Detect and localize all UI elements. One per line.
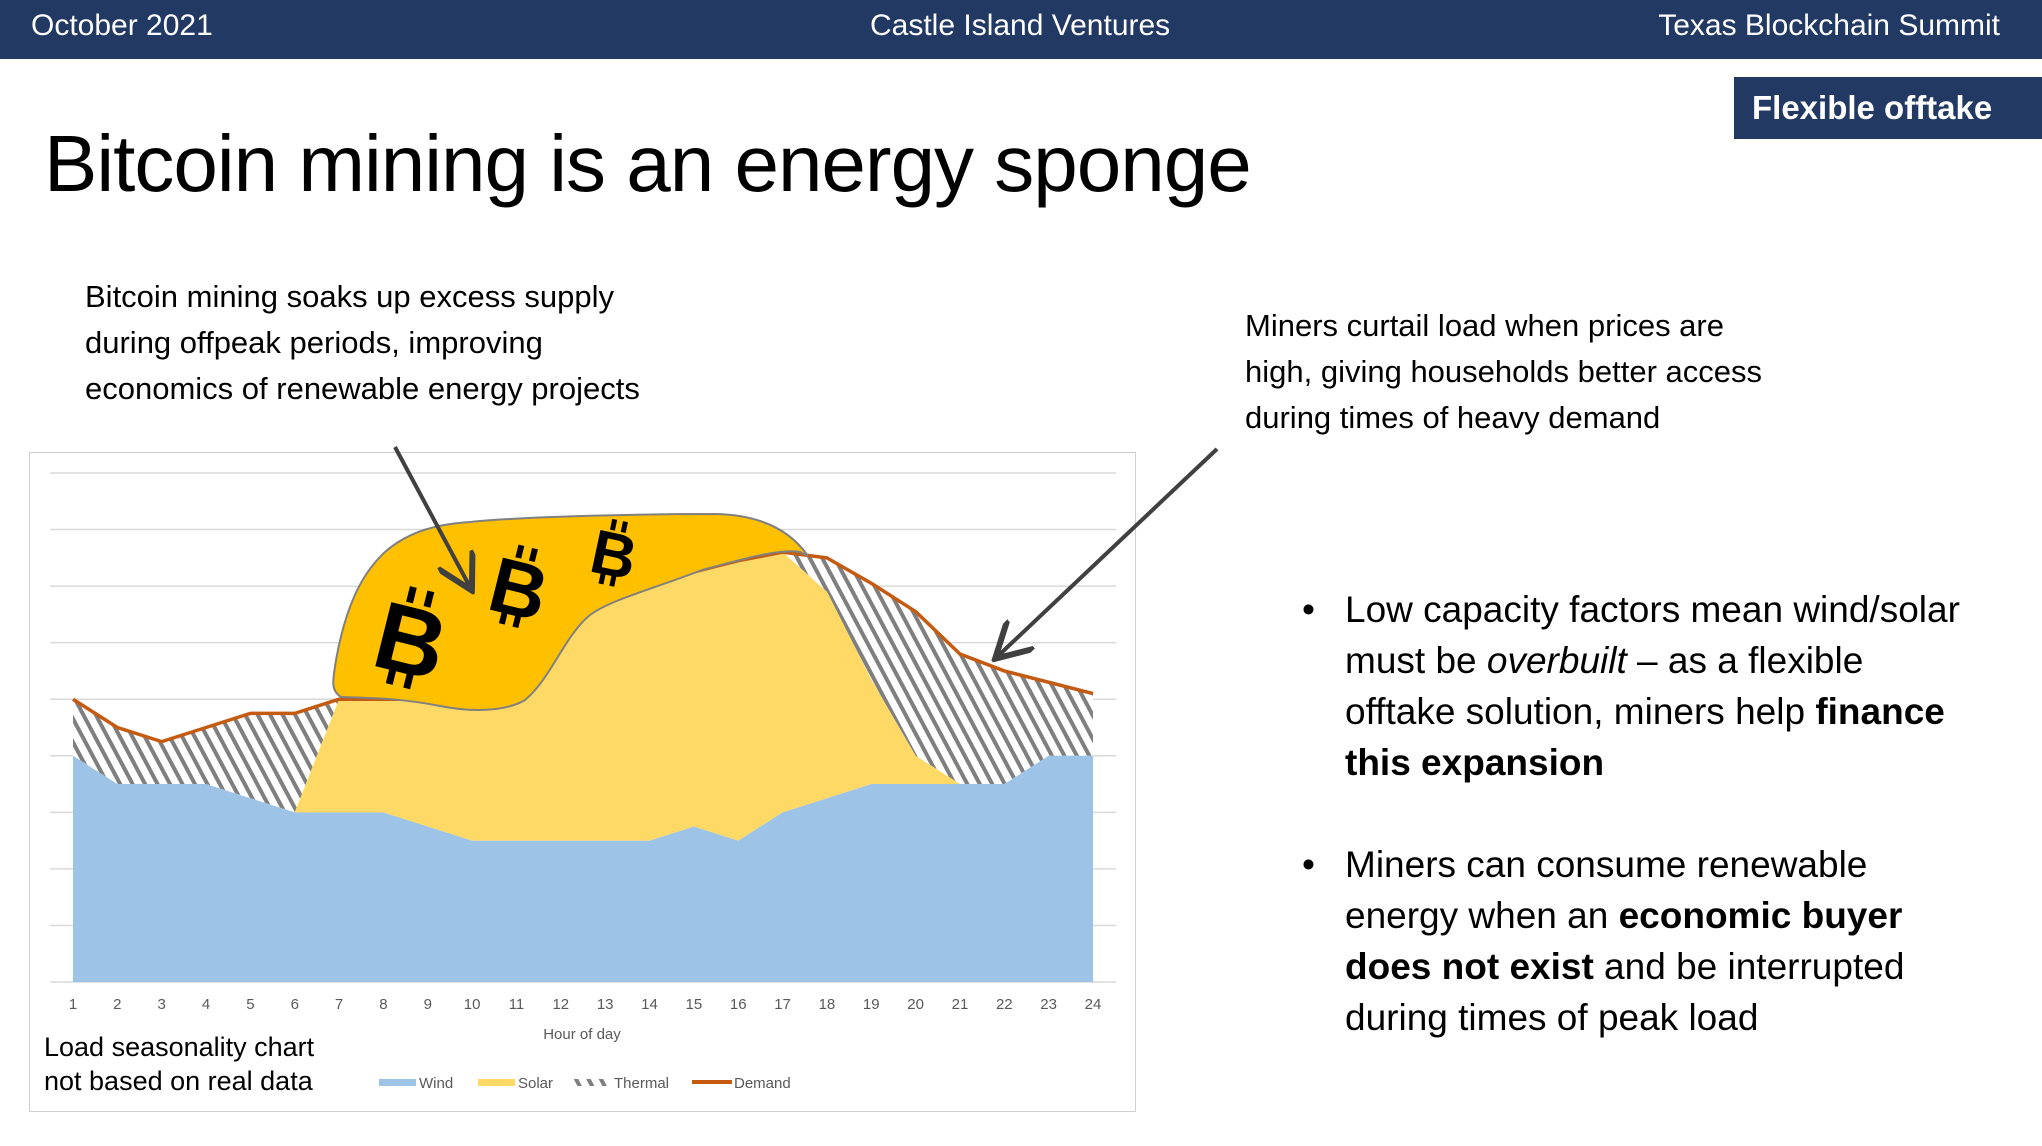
x-tick-label: 14 [641, 996, 658, 1013]
caption-line: not based on real data [44, 1066, 313, 1096]
bullet-bold: economic buyer does not exist [1345, 895, 1903, 987]
x-tick-label: 13 [597, 996, 614, 1013]
plot-areas [72, 550, 1094, 982]
legend: Wind Solar Thermal Demand [379, 1075, 791, 1092]
header-company: Castle Island Ventures [870, 9, 1171, 42]
legend-swatch-wind [379, 1079, 416, 1086]
x-tick-label: 8 [379, 996, 387, 1013]
header-date: October 2021 [31, 9, 213, 42]
bullet-text: – as a flexible offtake solution, miners… [1345, 640, 1864, 732]
chart-frame [29, 452, 1136, 1112]
x-tick-label: 1 [69, 996, 77, 1013]
right-annotation: Miners curtail load when prices are high… [1245, 308, 1762, 435]
x-tick-label: 15 [686, 996, 703, 1013]
header-bar: October 2021 Castle Island Ventures Texa… [0, 0, 2042, 59]
x-axis-label: Hour of day [543, 1026, 621, 1043]
x-tick-label: 12 [552, 996, 569, 1013]
bullet-list: • Low capacity factors mean wind/solar mu… [1302, 584, 1965, 1094]
x-tick-label: 4 [202, 996, 210, 1013]
x-tick-label: 21 [952, 996, 969, 1013]
x-tick-label: 17 [774, 996, 791, 1013]
solar-area [73, 552, 1093, 841]
thermal-area [73, 552, 1093, 813]
legend-swatch-thermal [574, 1079, 611, 1086]
caption-line: Load seasonality chart [44, 1032, 315, 1062]
x-tick-label: 5 [246, 996, 254, 1013]
x-tick-label: 18 [819, 996, 836, 1013]
x-tick-label: 19 [863, 996, 880, 1013]
x-tick-label: 10 [464, 996, 481, 1013]
bullet-bold: finance this expansion [1345, 691, 1945, 783]
header-event: Texas Blockchain Summit [1658, 9, 2000, 42]
bullet-icon: • [1302, 844, 1315, 885]
x-tick-label: 16 [730, 996, 747, 1013]
legend-label-thermal: Thermal [614, 1075, 669, 1092]
x-tick-label: 6 [291, 996, 299, 1013]
legend-label-demand: Demand [734, 1075, 791, 1092]
x-tick-label: 3 [158, 996, 166, 1013]
x-tick-label: 23 [1040, 996, 1057, 1013]
legend-label-wind: Wind [419, 1075, 453, 1092]
x-tick-label: 11 [509, 996, 525, 1013]
legend-swatch-solar [478, 1079, 515, 1086]
bullet-icon: • [1302, 589, 1315, 630]
bullet-text: Miners can consume renewable energy when… [1345, 844, 1868, 936]
x-tick-label: 20 [907, 996, 924, 1013]
bullet-text: and be interrupted during times of peak … [1345, 946, 1905, 1038]
bullet-text: Low capacity factors mean wind/solar mus… [1345, 589, 1960, 681]
bullet-item: • Low capacity factors mean wind/solar mu… [1302, 584, 1965, 788]
section-badge: Flexible offtake [1734, 77, 2042, 139]
left-annotation-arrow [393, 446, 470, 587]
x-tick-label: 9 [424, 996, 432, 1013]
x-axis-ticks: 1 2 3 4 5 6 7 8 9 10 11 12 13 14 15 16 17 18 19 20 21 22 23 24 [69, 996, 1102, 1013]
x-tick-label: 22 [996, 996, 1013, 1013]
bullet-item: • Miners can consume renewable energy whe… [1302, 839, 1965, 1043]
x-tick-label: 24 [1085, 996, 1102, 1013]
page-title: Bitcoin mining is an energy sponge [44, 119, 1252, 208]
bullet-emphasis: overbuilt [1486, 640, 1627, 681]
left-annotation: Bitcoin mining soaks up excess supply du… [85, 279, 640, 406]
legend-label-solar: Solar [518, 1075, 553, 1092]
chart-caption: Load seasonality chart not based on real… [44, 1030, 314, 1098]
x-tick-label: 2 [113, 996, 121, 1013]
x-tick-label: 7 [335, 996, 343, 1013]
right-annotation-arrow [998, 447, 1219, 656]
